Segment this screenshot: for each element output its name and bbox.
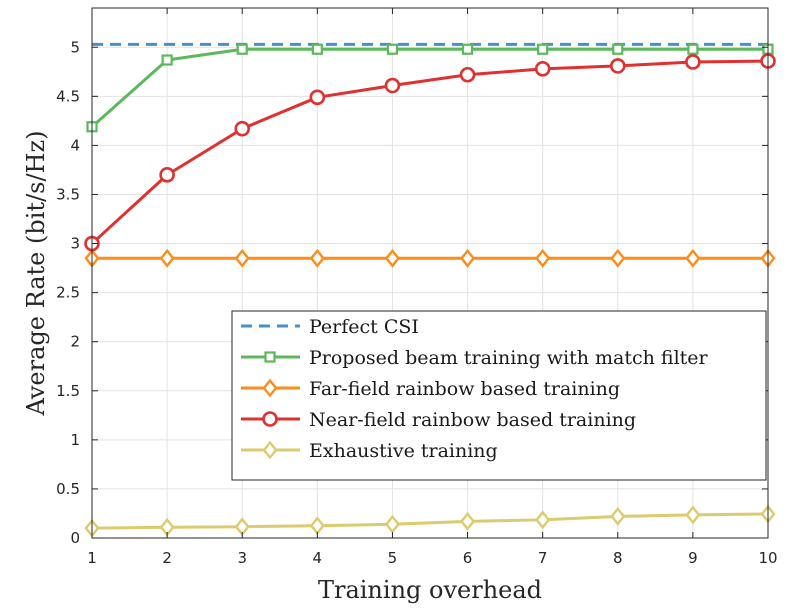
series-3 — [84, 248, 776, 268]
x-tick-label: 4 — [313, 549, 323, 567]
square-marker — [386, 43, 399, 55]
circle-marker — [534, 61, 551, 77]
diamond-marker — [384, 248, 400, 268]
legend-entry: Far-field rainbow based training — [241, 378, 620, 400]
x-axis-label: Training overhead — [318, 576, 542, 604]
diamond-marker — [610, 506, 626, 526]
x-tick-label: 2 — [162, 549, 172, 567]
x-tick-label: 7 — [538, 549, 548, 567]
y-tick-label: 3.5 — [56, 185, 80, 203]
y-tick-label: 3 — [70, 235, 80, 253]
square-marker — [612, 43, 624, 55]
y-tick-label: 4 — [70, 136, 80, 154]
diamond-marker — [610, 248, 626, 268]
legend-label: Near-field rainbow based training — [309, 409, 636, 431]
y-tick-label: 2.5 — [56, 284, 80, 302]
diamond-marker — [535, 248, 551, 268]
x-tick-label: 8 — [613, 549, 623, 567]
y-tick-label: 2 — [70, 333, 80, 351]
circle-marker — [685, 54, 701, 70]
legend-label: Proposed beam training with match filter — [309, 347, 709, 369]
x-tick-label: 3 — [237, 549, 247, 567]
y-tick-label: 0.5 — [56, 480, 80, 498]
square-marker — [236, 43, 248, 55]
legend-entry: Proposed beam training with match filter — [241, 347, 709, 369]
circle-marker — [309, 89, 326, 106]
diamond-marker — [535, 510, 551, 530]
legend-box — [231, 310, 767, 481]
diamond-marker — [685, 248, 701, 268]
square-marker — [461, 43, 474, 55]
circle-marker — [609, 58, 626, 74]
legend-entry: Exhaustive training — [241, 440, 498, 462]
axes-frame — [91, 7, 769, 539]
circle-marker — [262, 411, 278, 427]
diamond-marker — [309, 248, 325, 268]
diamond-marker — [460, 248, 476, 268]
legend: Perfect CSI Proposed beam training with m… — [231, 310, 767, 481]
y-tick-label: 5 — [70, 38, 80, 56]
legend-entry: Perfect CSI — [241, 316, 419, 338]
series-4 — [84, 53, 776, 252]
y-tick-label: 1.5 — [56, 382, 80, 400]
x-tick-label: 1 — [87, 549, 97, 567]
circle-marker — [384, 77, 401, 94]
circle-marker — [459, 66, 476, 83]
diamond-marker — [262, 378, 278, 398]
diamond-marker — [685, 505, 701, 525]
circle-marker — [159, 167, 175, 183]
legend-label: Far-field rainbow based training — [309, 378, 620, 400]
y-axis-label: Average Rate (bit/s/Hz) — [22, 131, 50, 417]
series-layer — [84, 42, 776, 538]
legend-entry: Near-field rainbow based training — [241, 409, 636, 431]
diamond-marker — [234, 248, 250, 268]
square-marker — [264, 351, 276, 363]
diamond-marker — [460, 511, 476, 531]
axes: 1 2 3 4 5 6 7 8 9 10 0 0.5 1 1.5 2 2.5 3 3.5 4 4.5 5 Training… — [22, 7, 778, 604]
y-tick-label: 0 — [70, 529, 80, 547]
series-line — [91, 47, 768, 128]
x-tick-label: 6 — [463, 549, 473, 567]
circle-marker — [234, 120, 251, 137]
diamond-marker — [159, 248, 175, 268]
series-line — [90, 59, 769, 245]
square-marker — [311, 43, 323, 55]
x-tick-label: 9 — [688, 549, 698, 567]
x-tick-label: 10 — [758, 549, 777, 567]
legend-label: Perfect CSI — [309, 316, 419, 338]
y-tick-label: 4.5 — [56, 87, 80, 105]
series-line — [91, 512, 769, 530]
legend-label: Exhaustive training — [309, 440, 498, 462]
x-tick-label: 5 — [388, 549, 398, 567]
diamond-marker — [262, 440, 278, 460]
square-marker — [687, 43, 699, 55]
y-tick-label: 1 — [70, 431, 80, 449]
diamond-marker — [384, 514, 400, 534]
square-marker — [537, 43, 549, 55]
square-marker — [161, 54, 173, 66]
